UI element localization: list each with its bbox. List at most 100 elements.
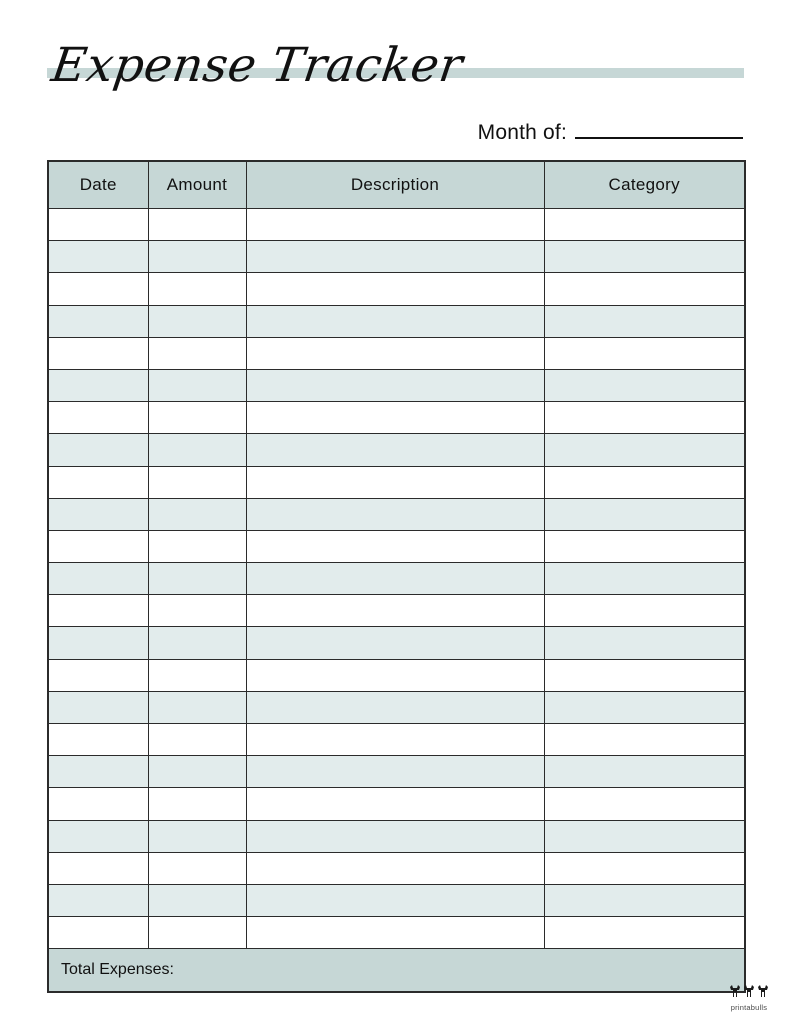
table-cell-date[interactable] [47,626,149,660]
table-cell-date[interactable] [47,336,149,370]
table-cell-amount[interactable] [147,658,247,692]
table-cell-category[interactable] [543,207,746,242]
table-cell-category[interactable] [543,819,746,853]
table-cell-description[interactable] [245,368,545,403]
table-cell-date[interactable] [47,883,149,918]
table-cell-date[interactable] [47,401,149,435]
table-cell-category[interactable] [543,755,746,789]
table-cell-category[interactable] [543,883,746,918]
table-cell-date[interactable] [47,240,149,274]
table-cell-description[interactable] [245,207,545,242]
table-cell-category[interactable] [543,433,746,467]
table-cell-date[interactable] [47,433,149,467]
table-cell-date[interactable] [47,819,149,853]
table-cell-category[interactable] [543,562,746,596]
table-cell-category[interactable] [543,690,746,725]
month-label: Month of: [477,121,567,144]
month-input-line[interactable] [575,120,743,139]
table-cell-date[interactable] [47,465,149,499]
table-row [47,336,746,370]
table-cell-amount[interactable] [147,272,247,306]
table-cell-description[interactable] [245,594,545,628]
table-cell-amount[interactable] [147,207,247,242]
table-cell-description[interactable] [245,722,545,757]
table-cell-category[interactable] [543,368,746,403]
table-cell-date[interactable] [47,755,149,789]
table-cell-date[interactable] [47,272,149,306]
table-cell-amount[interactable] [147,240,247,274]
table-cell-date[interactable] [47,658,149,692]
table-cell-date[interactable] [47,562,149,596]
table-cell-date[interactable] [47,304,149,338]
table-cell-description[interactable] [245,755,545,789]
table-cell-description[interactable] [245,916,545,950]
table-cell-amount[interactable] [147,883,247,918]
table-cell-description[interactable] [245,433,545,467]
table-cell-date[interactable] [47,690,149,725]
table-cell-amount[interactable] [147,562,247,596]
table-cell-amount[interactable] [147,755,247,789]
table-cell-amount[interactable] [147,690,247,725]
table-cell-amount[interactable] [147,465,247,499]
total-expenses-label[interactable]: Total Expenses: [47,948,746,993]
table-cell-date[interactable] [47,368,149,403]
table-cell-amount[interactable] [147,626,247,660]
table-cell-amount[interactable] [147,819,247,853]
table-cell-category[interactable] [543,529,746,564]
table-cell-category[interactable] [543,336,746,370]
table-cell-amount[interactable] [147,787,247,821]
table-cell-date[interactable] [47,207,149,242]
table-cell-description[interactable] [245,658,545,692]
table-cell-description[interactable] [245,336,545,370]
table-cell-category[interactable] [543,658,746,692]
table-cell-category[interactable] [543,594,746,628]
table-cell-description[interactable] [245,883,545,918]
table-cell-category[interactable] [543,240,746,274]
table-cell-date[interactable] [47,916,149,950]
table-cell-description[interactable] [245,497,545,531]
table-cell-description[interactable] [245,690,545,725]
table-cell-amount[interactable] [147,336,247,370]
table-cell-date[interactable] [47,497,149,531]
table-cell-amount[interactable] [147,529,247,564]
table-cell-category[interactable] [543,497,746,531]
table-cell-category[interactable] [543,626,746,660]
table-cell-amount[interactable] [147,401,247,435]
table-cell-description[interactable] [245,304,545,338]
table-cell-category[interactable] [543,722,746,757]
table-cell-amount[interactable] [147,722,247,757]
table-cell-date[interactable] [47,787,149,821]
table-cell-description[interactable] [245,529,545,564]
table-cell-category[interactable] [543,465,746,499]
table-cell-date[interactable] [47,594,149,628]
table-cell-description[interactable] [245,626,545,660]
table-cell-amount[interactable] [147,497,247,531]
table-cell-amount[interactable] [147,433,247,467]
table-cell-description[interactable] [245,851,545,885]
table-cell-category[interactable] [543,851,746,885]
table-cell-date[interactable] [47,529,149,564]
table-cell-amount[interactable] [147,916,247,950]
table-cell-amount[interactable] [147,851,247,885]
table-cell-description[interactable] [245,562,545,596]
table-cell-amount[interactable] [147,304,247,338]
table-cell-description[interactable] [245,240,545,274]
table-cell-description[interactable] [245,272,545,306]
table-cell-description[interactable] [245,787,545,821]
table-cell-description[interactable] [245,465,545,499]
table-cell-category[interactable] [543,916,746,950]
table-row [47,562,746,596]
table-cell-amount[interactable] [147,368,247,403]
table-cell-date[interactable] [47,722,149,757]
table-row [47,883,746,918]
table-cell-amount[interactable] [147,594,247,628]
table-footer: Total Expenses: [47,948,746,993]
table-cell-description[interactable] [245,819,545,853]
table-cell-description[interactable] [245,401,545,435]
table-cell-date[interactable] [47,851,149,885]
table-cell-category[interactable] [543,787,746,821]
table-cell-category[interactable] [543,304,746,338]
table-cell-category[interactable] [543,272,746,306]
table-cell-category[interactable] [543,401,746,435]
table-row [47,433,746,467]
